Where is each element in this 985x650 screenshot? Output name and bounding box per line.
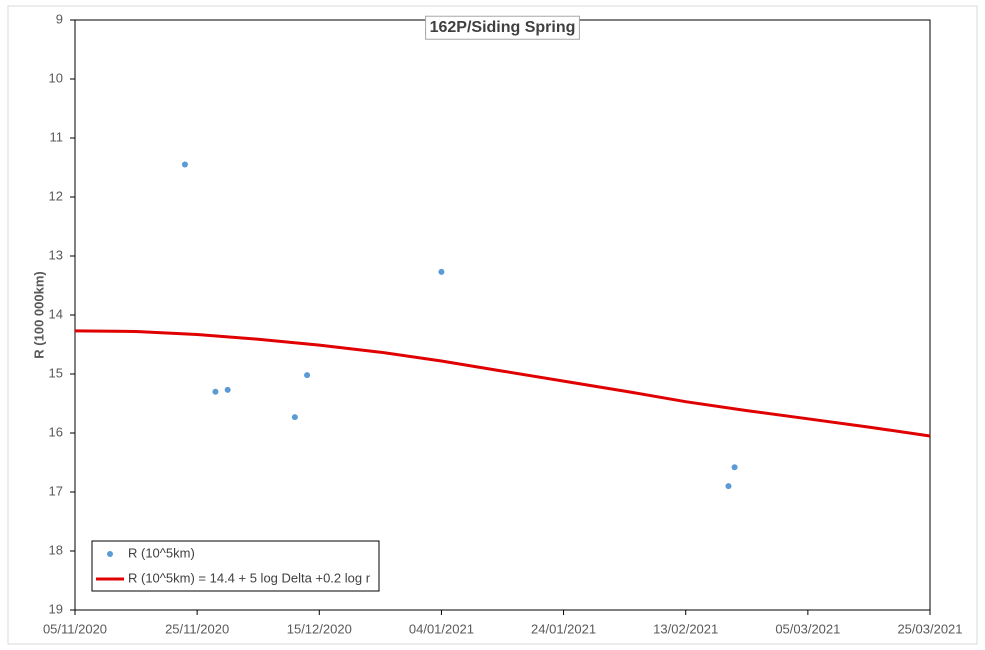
data-point [725, 483, 732, 490]
y-tick-label: 18 [49, 542, 63, 557]
x-tick-label: 25/03/2021 [897, 621, 962, 636]
x-tick-label: 05/03/2021 [775, 621, 840, 636]
x-tick-label: 05/11/2020 [43, 621, 107, 636]
data-point [304, 372, 311, 379]
data-point [291, 414, 298, 421]
legend-box [91, 540, 380, 592]
y-tick-label: 16 [49, 424, 63, 439]
x-tick-label: 25/11/2020 [165, 621, 229, 636]
y-axis-title: R (100 000km) [31, 271, 46, 358]
y-tick-label: 10 [49, 70, 63, 85]
y-tick-label: 17 [49, 483, 63, 498]
x-tick-label: 15/12/2020 [287, 621, 352, 636]
legend-label: R (10^5km) [128, 545, 195, 560]
y-tick-label: 14 [49, 306, 63, 321]
y-tick-label: 19 [49, 601, 63, 616]
legend-marker [107, 551, 113, 557]
x-tick-label: 24/01/2021 [531, 621, 596, 636]
y-tick-label: 9 [56, 11, 63, 26]
y-tick-label: 12 [49, 188, 63, 203]
y-tick-label: 11 [50, 129, 64, 144]
chart-title: 162P/Siding Spring [430, 19, 576, 36]
y-tick-label: 15 [49, 365, 63, 380]
data-point [212, 388, 219, 395]
data-point [731, 464, 738, 471]
y-tick-label: 13 [49, 247, 63, 262]
x-tick-label: 13/02/2021 [653, 621, 718, 636]
title-box [425, 15, 580, 40]
data-point [181, 161, 188, 168]
legend-label: R (10^5km) = 14.4 + 5 log Delta +0.2 log… [128, 570, 371, 585]
data-point [224, 386, 231, 393]
data-point [438, 268, 445, 275]
x-tick-label: 04/01/2021 [409, 621, 474, 636]
chart-border [7, 5, 978, 645]
fit-line [74, 329, 931, 438]
